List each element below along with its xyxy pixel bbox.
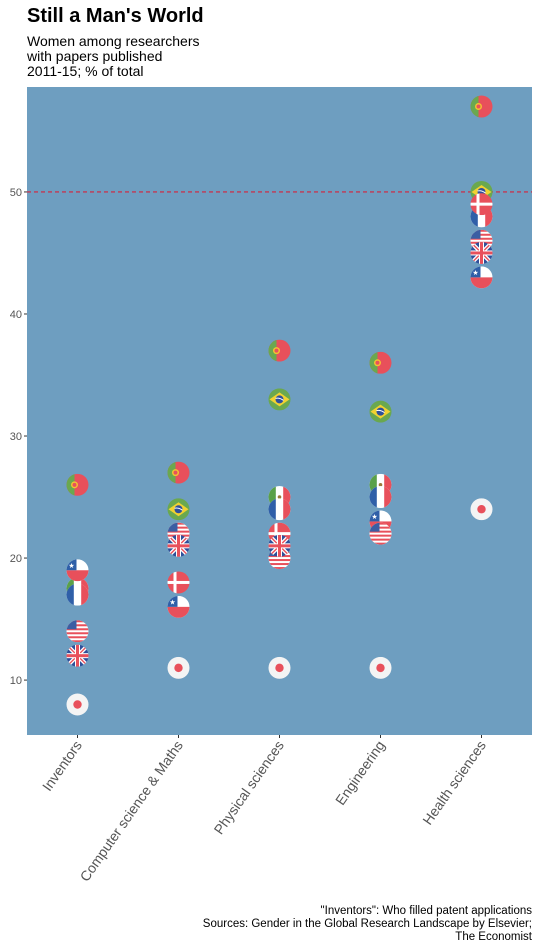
data-point-uk-flag	[168, 535, 190, 557]
data-point-uk-flag	[471, 242, 493, 264]
data-point-france-flag	[370, 486, 392, 508]
data-point-uk-flag	[269, 535, 291, 557]
data-point-brazil-flag	[370, 401, 392, 423]
chart-source: The Economist	[455, 931, 532, 943]
data-point-portugal-flag	[370, 352, 392, 374]
y-tick-label: 10	[10, 675, 22, 687]
data-point-brazil-flag	[269, 388, 291, 410]
data-point-denmark-flag	[168, 571, 190, 593]
data-point-portugal-flag	[269, 340, 291, 362]
y-tick-label: 30	[10, 431, 22, 443]
chart-title: Still a Man's World	[27, 5, 204, 27]
data-point-usa-flag	[370, 523, 392, 545]
data-point-japan-flag	[168, 657, 190, 679]
data-point-france-flag	[269, 498, 291, 520]
y-tick-label: 20	[10, 553, 22, 565]
data-point-portugal-flag	[67, 474, 89, 496]
chart-subtitle-line: Women among researchers	[27, 33, 200, 49]
chart-subtitle-line: 2011-15; % of total	[27, 63, 144, 79]
data-point-brazil-flag	[168, 498, 190, 520]
data-point-usa-flag	[67, 620, 89, 642]
chart-subtitle-line: with papers published	[27, 48, 163, 64]
data-point-france-flag	[67, 584, 89, 606]
data-point-japan-flag	[370, 657, 392, 679]
data-point-portugal-flag	[471, 96, 493, 118]
data-point-denmark-flag	[471, 193, 493, 215]
x-tick-label: Health sciences	[419, 738, 489, 828]
x-tick-label: Engineering	[332, 738, 388, 808]
plot-panel	[27, 87, 532, 735]
y-tick-label: 40	[10, 309, 22, 321]
data-point-uk-flag	[67, 645, 89, 667]
x-tick-label: Computer science & Maths	[76, 738, 186, 885]
y-tick-label: 50	[10, 187, 22, 199]
data-point-japan-flag	[269, 657, 291, 679]
x-tick-label: Inventors	[39, 738, 85, 794]
chart-source: Sources: Gender in the Global Research L…	[202, 918, 532, 930]
data-point-portugal-flag	[168, 462, 190, 484]
chart-note: "Inventors": Who filled patent applicati…	[320, 905, 532, 917]
data-point-japan-flag	[471, 498, 493, 520]
x-tick-label: Physical sciences	[210, 738, 286, 838]
data-point-japan-flag	[67, 693, 89, 715]
data-point-chile-flag	[471, 266, 493, 288]
data-point-chile-flag	[67, 559, 89, 581]
data-point-chile-flag	[168, 596, 190, 618]
